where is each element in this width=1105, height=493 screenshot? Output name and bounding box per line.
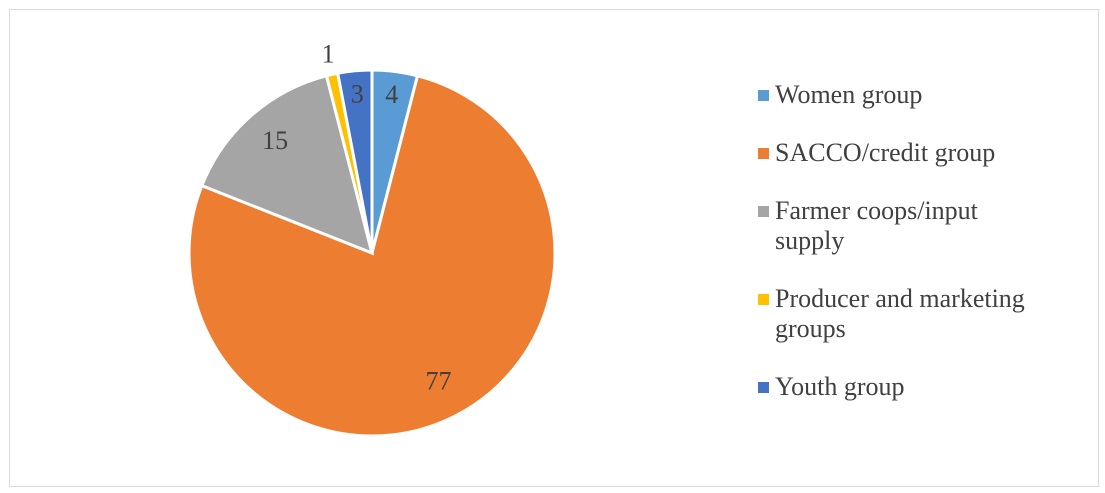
data-label: 3	[351, 79, 364, 108]
data-label: 15	[262, 126, 288, 155]
legend-item: Farmer coops/input supply	[758, 196, 1058, 256]
data-label: 1	[322, 40, 335, 69]
legend-item: Women group	[758, 80, 1058, 110]
data-label: 4	[385, 80, 398, 109]
legend-label: Farmer coops/input supply	[775, 196, 978, 255]
pie-slice	[187, 73, 557, 438]
legend-item: Youth group	[758, 372, 1058, 402]
pie-slice	[335, 68, 374, 254]
legend: Women group SACCO/credit group Farmer coop…	[758, 80, 1058, 402]
legend-swatch	[758, 294, 769, 305]
data-label: 77	[425, 366, 451, 395]
legend-swatch	[758, 90, 769, 101]
legend-swatch	[758, 382, 769, 393]
legend-label: Producer and marketing groups	[775, 284, 1025, 343]
legend-swatch	[758, 148, 769, 159]
chart-frame	[9, 9, 1099, 487]
legend-label: SACCO/credit group	[775, 138, 996, 167]
pie-slice	[199, 73, 375, 256]
legend-label: Youth group	[775, 372, 905, 401]
legend-swatch	[758, 206, 769, 217]
legend-item: Producer and marketing groups	[758, 284, 1058, 344]
legend-label: Women group	[775, 80, 923, 109]
legend-item: SACCO/credit group	[758, 138, 1058, 168]
